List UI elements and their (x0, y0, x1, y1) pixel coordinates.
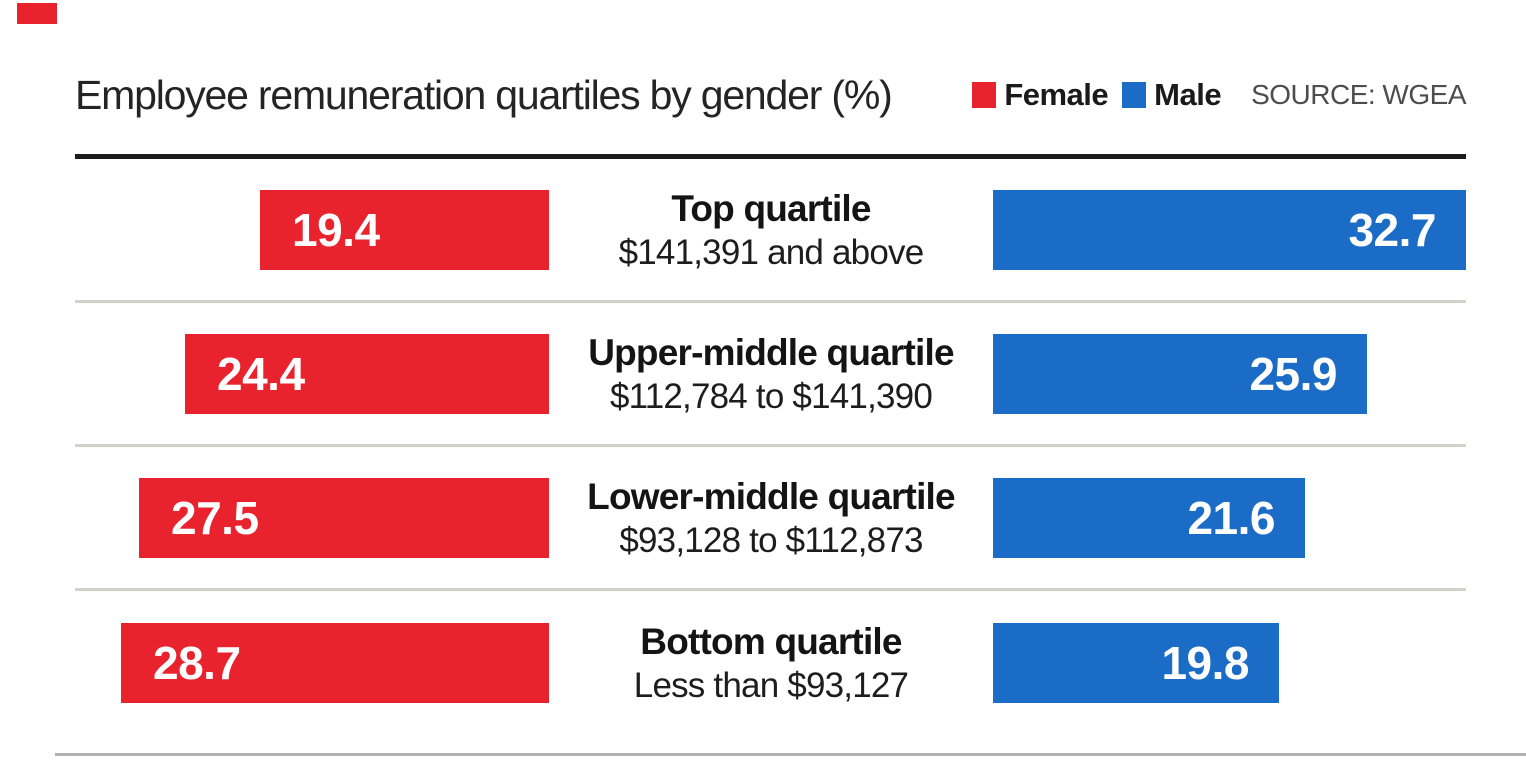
quartile-name: Bottom quartile (640, 621, 902, 662)
female-bar: 24.4 (185, 333, 549, 414)
quartile-range: $112,784 to $141,390 (609, 376, 933, 416)
quartile-name: Top quartile (671, 187, 871, 229)
male-swatch-icon (1122, 82, 1147, 108)
female-value: 27.5 (171, 491, 259, 544)
quartile-name: Lower-middle quartile (587, 475, 955, 517)
male-value: 32.7 (1348, 203, 1436, 256)
row-label: Top quartile $141,391 and above (549, 159, 993, 300)
quartile-range: $141,391 and above (618, 232, 925, 272)
quartile-range: $93,128 to $112,873 (619, 520, 923, 560)
chart-title: Employee remuneration quartiles by gende… (75, 71, 893, 118)
male-bar: 21.6 (993, 477, 1305, 558)
chart-rows: 19.4 Top quartile $141,391 and above 32.… (75, 159, 1466, 735)
row-top-quartile: 19.4 Top quartile $141,391 and above 32.… (75, 159, 1466, 303)
legend-label-female: Female (1004, 77, 1109, 112)
female-bar: 27.5 (139, 477, 549, 558)
chart-header: Employee remuneration quartiles by gende… (75, 66, 1466, 124)
source-label: SOURCE: WGEA (1251, 79, 1466, 110)
top-rule (75, 154, 1466, 159)
row-label: Lower-middle quartile $93,128 to $112,87… (549, 447, 993, 588)
legend-label-male: Male (1154, 77, 1222, 112)
male-bar: 25.9 (993, 333, 1367, 414)
male-bar: 19.8 (993, 623, 1279, 703)
female-bar: 19.4 (260, 189, 549, 270)
legend-item-female: Female (972, 77, 1109, 113)
female-value: 28.7 (153, 637, 241, 689)
row-label: Upper-middle quartile $112,784 to $141,3… (549, 303, 993, 444)
female-swatch-icon (972, 82, 997, 108)
male-value: 25.9 (1249, 347, 1337, 400)
legend-item-male: Male (1122, 77, 1222, 113)
female-value: 24.4 (217, 347, 305, 400)
male-value: 19.8 (1161, 637, 1249, 689)
female-bar: 28.7 (121, 623, 549, 703)
female-value: 19.4 (292, 203, 380, 256)
row-bottom-quartile: 28.7 Bottom quartile Less than $93,127 1… (75, 591, 1466, 735)
bottom-rule (55, 753, 1526, 756)
quartile-range: Less than $93,127 (633, 666, 909, 705)
legend: Female Male SOURCE: WGEA (972, 77, 1466, 113)
male-bar: 32.7 (993, 189, 1466, 270)
row-upper-middle-quartile: 24.4 Upper-middle quartile $112,784 to $… (75, 303, 1466, 447)
quartile-name: Upper-middle quartile (588, 331, 954, 373)
row-lower-middle-quartile: 27.5 Lower-middle quartile $93,128 to $1… (75, 447, 1466, 591)
row-label: Bottom quartile Less than $93,127 (549, 591, 993, 735)
male-value: 21.6 (1187, 491, 1275, 544)
publisher-logo-mark (17, 3, 57, 24)
